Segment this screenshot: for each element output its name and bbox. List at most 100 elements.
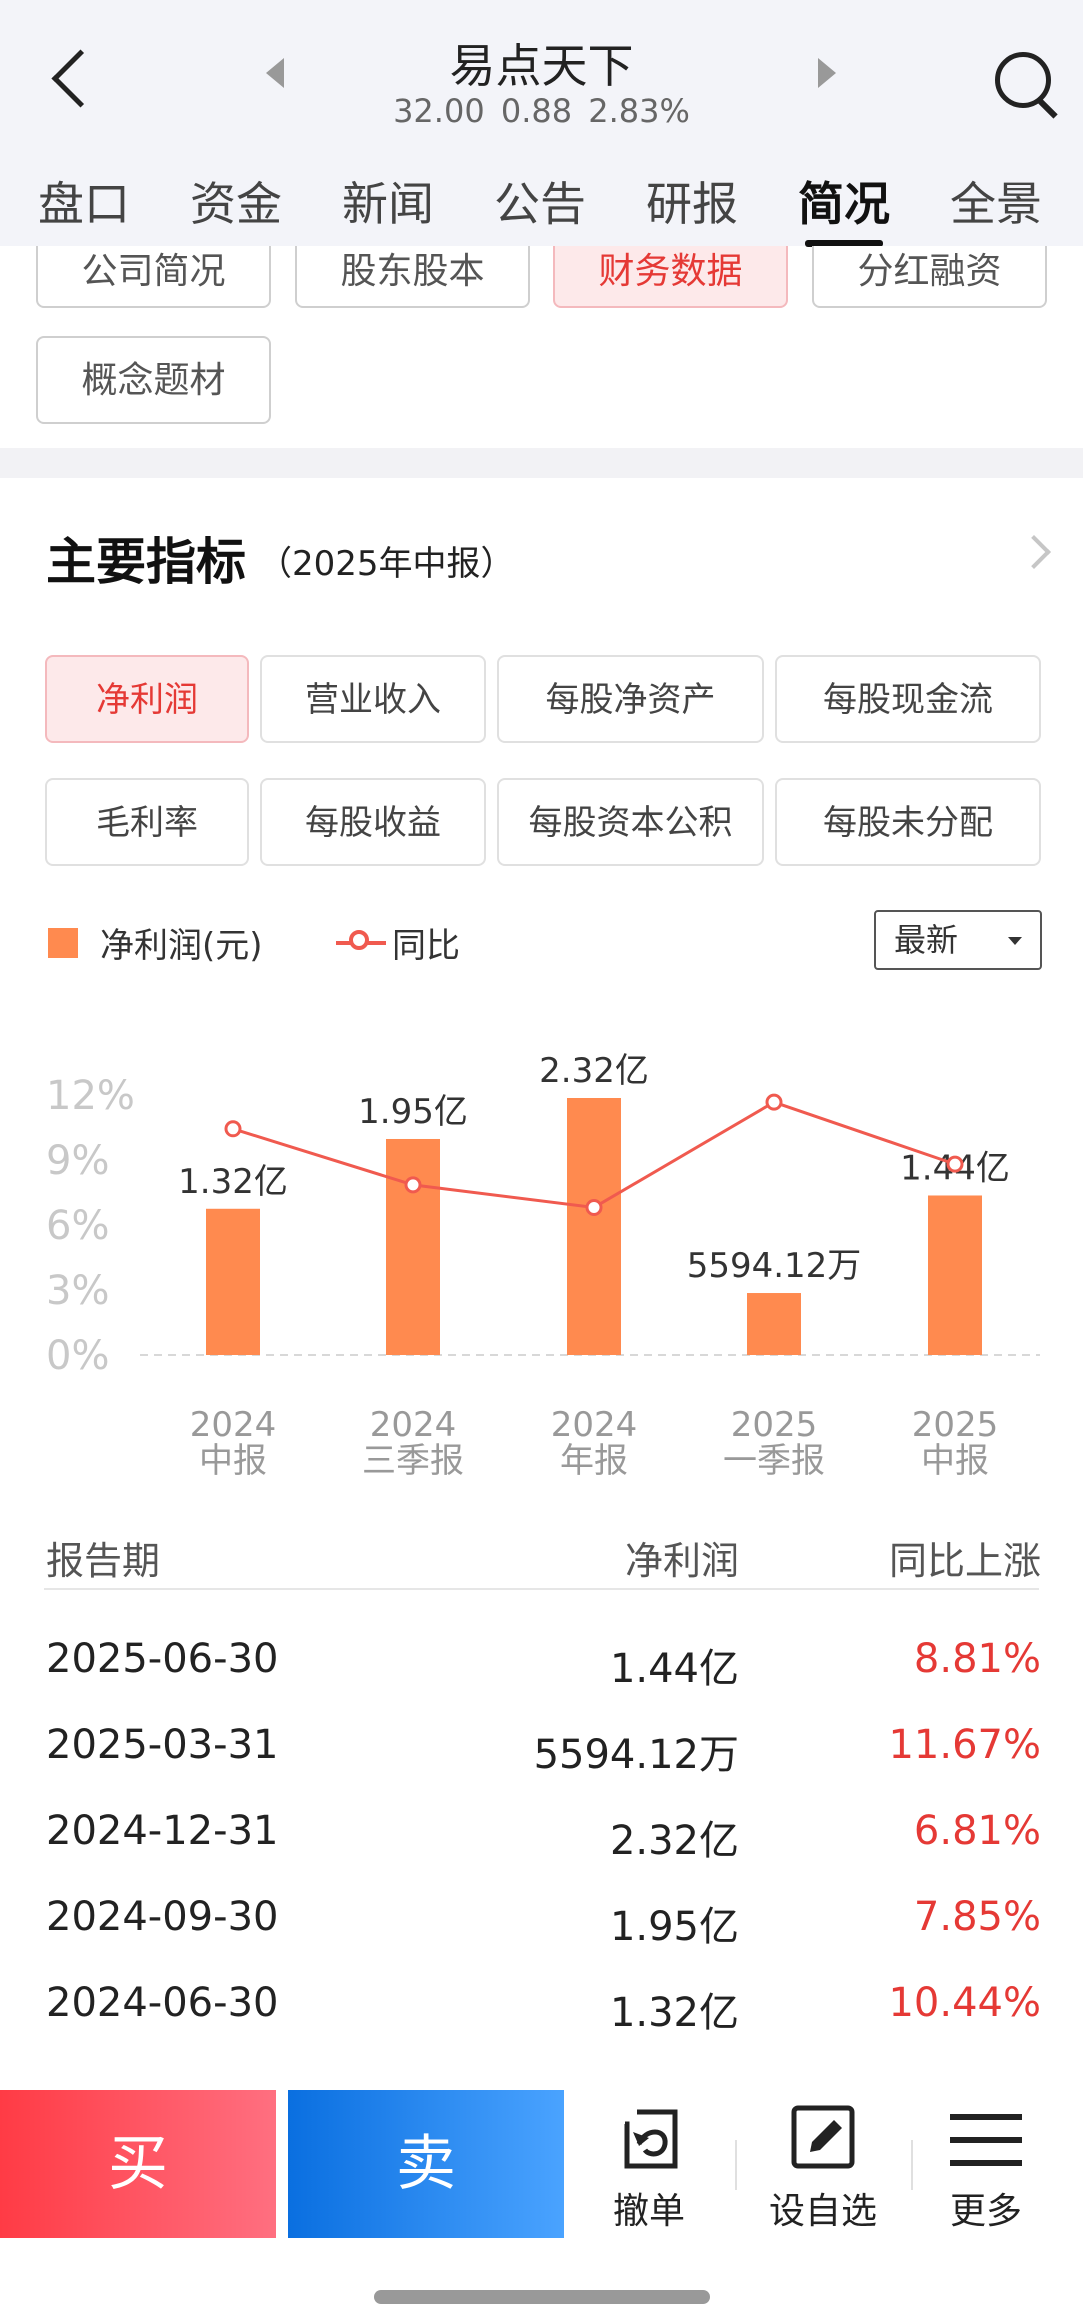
bar[interactable] xyxy=(567,1098,621,1355)
bar[interactable] xyxy=(928,1195,982,1355)
cell-net-profit: 2.32亿 xyxy=(609,1818,739,1864)
next-stock-icon[interactable] xyxy=(818,58,836,88)
bar-data-label: 1.32亿 xyxy=(178,1162,288,1202)
legend-line-label: 同比 xyxy=(392,926,460,966)
indicator-gross-margin[interactable]: 毛利率 xyxy=(45,778,249,866)
bar[interactable] xyxy=(206,1208,260,1355)
sub-tab-financial[interactable]: 财务数据 xyxy=(553,246,788,308)
table-row[interactable]: 2024-12-31 2.32亿 6.81% xyxy=(0,1808,1083,1868)
table-row[interactable]: 2024-09-30 1.95亿 7.85% xyxy=(0,1894,1083,1954)
cell-period: 2025-03-31 xyxy=(46,1722,279,1768)
x-tick-year: 2025 xyxy=(731,1405,818,1445)
x-tick-period: 三季报 xyxy=(362,1441,464,1481)
x-tick-year: 2024 xyxy=(370,1405,457,1445)
cancel-order-label[interactable]: 撤单 xyxy=(612,2191,685,2232)
legend-bar-label: 净利润(元) xyxy=(100,926,263,966)
bottom-separator xyxy=(911,2140,913,2190)
indicator-revenue[interactable]: 营业收入 xyxy=(260,655,486,743)
sell-button[interactable]: 卖 xyxy=(288,2090,564,2238)
cell-yoy: 7.85% xyxy=(913,1894,1041,1940)
legend-bar-swatch xyxy=(48,928,78,958)
undo-icon[interactable] xyxy=(615,2104,685,2174)
prev-stock-icon[interactable] xyxy=(266,58,284,88)
x-tick-period: 年报 xyxy=(560,1441,628,1481)
bar-data-label: 2.32亿 xyxy=(539,1051,649,1091)
sub-tab-concept[interactable]: 概念题材 xyxy=(36,336,271,424)
table-header-divider xyxy=(44,1588,1039,1590)
y-tick-label: 6% xyxy=(46,1203,109,1249)
edit-icon[interactable] xyxy=(788,2102,858,2172)
stock-change-pct: 2.83% xyxy=(588,92,690,130)
y-tick-label: 0% xyxy=(46,1333,109,1379)
period-dropdown-value: 最新 xyxy=(894,921,959,959)
bar-data-label: 5594.12万 xyxy=(687,1246,862,1286)
table-row[interactable]: 2024-06-30 1.32亿 10.44% xyxy=(0,1980,1083,2040)
sub-tab-dividend[interactable]: 分红融资 xyxy=(812,246,1047,308)
y-tick-label: 9% xyxy=(46,1138,109,1184)
section-divider xyxy=(0,448,1083,478)
stock-change: 0.88 xyxy=(500,92,573,130)
cell-period: 2024-06-30 xyxy=(46,1980,279,2026)
th-net-profit: 净利润 xyxy=(624,1539,739,1583)
period-dropdown[interactable]: 最新 xyxy=(874,910,1042,970)
cell-net-profit: 1.44亿 xyxy=(609,1646,739,1692)
tab-yanbao[interactable]: 研报 xyxy=(646,177,738,231)
x-tick-period: 一季报 xyxy=(723,1441,825,1481)
indicator-bvps[interactable]: 每股净资产 xyxy=(497,655,764,743)
stock-quote: 32.00 0.88 2.83% xyxy=(0,92,1083,130)
more-label[interactable]: 更多 xyxy=(949,2191,1022,2232)
x-tick-year: 2024 xyxy=(551,1405,638,1445)
menu-icon[interactable] xyxy=(950,2110,1022,2170)
home-indicator xyxy=(374,2290,710,2304)
indicator-cfps[interactable]: 每股现金流 xyxy=(775,655,1041,743)
sub-tab-shareholders[interactable]: 股东股本 xyxy=(295,246,530,308)
tab-zijin[interactable]: 资金 xyxy=(190,177,282,231)
yoy-point[interactable] xyxy=(946,1155,964,1173)
table-row[interactable]: 2025-06-30 1.44亿 8.81% xyxy=(0,1636,1083,1696)
tab-gonggao[interactable]: 公告 xyxy=(494,177,586,231)
yoy-point[interactable] xyxy=(765,1093,783,1111)
yoy-point[interactable] xyxy=(224,1120,242,1138)
active-tab-indicator xyxy=(805,240,883,247)
chevron-right-icon[interactable] xyxy=(1017,535,1051,569)
tab-xinwen[interactable]: 新闻 xyxy=(342,177,434,231)
add-watchlist-label[interactable]: 设自选 xyxy=(768,2191,877,2232)
cell-period: 2025-06-30 xyxy=(46,1636,279,1682)
section-subtitle: （2025年中报） xyxy=(258,544,515,584)
y-tick-label: 12% xyxy=(46,1073,135,1119)
yoy-point[interactable] xyxy=(404,1176,422,1194)
cell-yoy: 11.67% xyxy=(888,1722,1041,1768)
cell-net-profit: 1.95亿 xyxy=(609,1904,739,1950)
y-tick-label: 3% xyxy=(46,1268,109,1314)
bar-data-label: 1.95亿 xyxy=(358,1092,468,1132)
table-row[interactable]: 2025-03-31 5594.12万 11.67% xyxy=(0,1722,1083,1782)
buy-button[interactable]: 买 xyxy=(0,2090,276,2238)
caret-down-icon xyxy=(1008,937,1022,945)
stock-price: 32.00 xyxy=(393,92,485,130)
bar[interactable] xyxy=(747,1293,801,1355)
indicator-net-profit[interactable]: 净利润 xyxy=(45,655,249,743)
top-bar xyxy=(0,0,1083,160)
sub-tab-area: 公司简况 股东股本 财务数据 分红融资 概念题材 xyxy=(0,246,1083,448)
stock-name: 易点天下 xyxy=(449,39,634,93)
x-tick-year: 2024 xyxy=(190,1405,277,1445)
indicator-undistributed[interactable]: 每股未分配 xyxy=(775,778,1041,866)
tab-quanjing[interactable]: 全景 xyxy=(950,177,1042,231)
tab-jiankuang[interactable]: 简况 xyxy=(798,177,890,231)
cell-period: 2024-12-31 xyxy=(46,1808,279,1854)
sub-tab-company[interactable]: 公司简况 xyxy=(36,246,271,308)
indicator-eps[interactable]: 每股收益 xyxy=(260,778,486,866)
net-profit-chart: 12%9%6%3%0% 1.32亿1.95亿2.32亿5594.12万1.44亿… xyxy=(46,1051,1040,1481)
bar[interactable] xyxy=(386,1138,440,1355)
indicator-capital-reserve[interactable]: 每股资本公积 xyxy=(497,778,764,866)
section-title: 主要指标 xyxy=(46,533,246,591)
search-icon[interactable] xyxy=(995,52,1051,108)
cell-yoy: 8.81% xyxy=(913,1636,1041,1682)
x-tick-period: 中报 xyxy=(921,1441,989,1481)
tab-bar: 盘口 资金 新闻 公告 研报 简况 全景 xyxy=(0,160,1083,247)
tab-pankou[interactable]: 盘口 xyxy=(38,177,130,231)
bottom-separator xyxy=(735,2140,737,2190)
yoy-point[interactable] xyxy=(585,1198,603,1216)
cell-yoy: 6.81% xyxy=(913,1808,1041,1854)
th-period: 报告期 xyxy=(46,1539,161,1583)
